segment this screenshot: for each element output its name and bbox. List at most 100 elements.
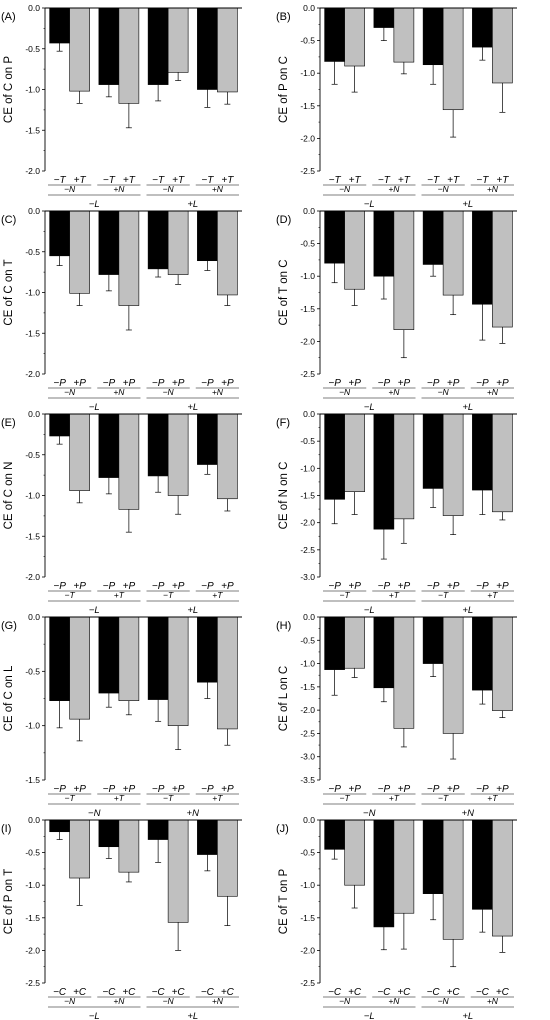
bar	[393, 413, 415, 520]
panel-label: (I)	[1, 823, 11, 835]
group-label: +N	[487, 387, 499, 397]
x-tick-label: −P	[328, 784, 341, 795]
bar	[373, 210, 395, 277]
x-tick-label: +P	[447, 378, 460, 389]
y-tick-label: 0.0	[28, 815, 40, 825]
group-label: +T	[389, 793, 400, 803]
bar	[344, 616, 365, 669]
bar	[492, 616, 513, 711]
bar	[147, 413, 169, 477]
x-tick-label: −P	[328, 581, 341, 592]
bar	[69, 819, 90, 879]
y-tick-label: -1.5	[25, 531, 40, 541]
group-label: −L	[89, 1011, 100, 1020]
bar	[217, 210, 238, 296]
panel-label: (E)	[1, 417, 16, 429]
bar	[167, 819, 189, 923]
bar	[422, 616, 444, 664]
bar	[147, 210, 169, 270]
x-tick-label: −P	[476, 784, 489, 795]
x-tick-label: +P	[73, 378, 86, 389]
bar	[147, 7, 169, 85]
x-tick-label: +C	[496, 987, 510, 998]
group-label: +L	[187, 605, 198, 616]
bar	[442, 819, 464, 940]
panel-label: (D)	[276, 214, 291, 226]
y-tick-label: -1.0	[300, 68, 315, 78]
x-tick-label: −P	[152, 378, 165, 389]
group-label: −N	[163, 184, 175, 194]
bar	[344, 413, 365, 492]
y-tick-label: -1.5	[300, 101, 315, 111]
bar	[118, 616, 140, 701]
bar	[69, 210, 90, 294]
bar	[98, 210, 120, 275]
x-tick-label: +T	[447, 175, 460, 186]
x-tick-label: −P	[103, 378, 116, 389]
group-label: −L	[89, 199, 100, 210]
x-tick-label: −P	[427, 378, 440, 389]
panel-j: (J)CE of T on P−C +C−N−C +C+N−C +C−N−C +C+N−…	[276, 815, 517, 1020]
bar	[492, 210, 513, 328]
x-tick-label: +T	[349, 175, 362, 186]
y-tick-label: -1.0	[300, 880, 315, 890]
bar	[197, 819, 218, 855]
panel-label: (A)	[1, 11, 16, 23]
group-label: +L	[187, 1011, 198, 1020]
group-label: −N	[438, 387, 450, 397]
y-tick-label: -0.5	[25, 450, 40, 460]
x-tick-label: +P	[73, 784, 86, 795]
bar	[422, 413, 444, 489]
panel-label: (H)	[276, 620, 291, 632]
y-tick-label: -2.0	[300, 945, 315, 955]
x-tick-label: −P	[476, 378, 489, 389]
bar	[492, 413, 513, 513]
panel-d: (D)CE of T on C−P +P−N−P +P+N−P +P−N−P +P+N−…	[276, 206, 517, 413]
group-label: +N	[462, 808, 475, 819]
y-axis-title: CE of C on P	[3, 56, 15, 123]
bar	[324, 7, 345, 62]
y-tick-label: -0.5	[25, 44, 40, 54]
bar	[167, 210, 189, 275]
x-tick-label: −P	[427, 784, 440, 795]
x-tick-label: −P	[53, 581, 66, 592]
group-label: +N	[487, 184, 499, 194]
bar	[197, 616, 218, 683]
y-tick-label: -2.5	[300, 728, 315, 738]
bar	[344, 210, 365, 290]
group-label: −T	[65, 590, 76, 600]
group-label: −T	[438, 793, 449, 803]
group-label: −N	[163, 387, 175, 397]
group-label: +N	[212, 387, 224, 397]
y-tick-label: -2.0	[300, 133, 315, 143]
bar	[472, 616, 493, 691]
panel-c: (C)CE of C on T−P +P−N−P +P+N−P +P−N−P +P+N−…	[1, 206, 242, 413]
x-tick-label: −P	[103, 581, 116, 592]
x-tick-label: +C	[221, 987, 235, 998]
group-label: +T	[487, 590, 498, 600]
x-tick-label: +C	[447, 987, 461, 998]
y-tick-label: -1.0	[300, 659, 315, 669]
bar	[422, 819, 444, 894]
bar	[98, 7, 120, 85]
group-label: +N	[113, 184, 125, 194]
group-label: −T	[438, 590, 449, 600]
x-tick-label: −P	[378, 378, 391, 389]
x-tick-label: −T	[427, 175, 440, 186]
x-tick-label: +P	[73, 581, 86, 592]
bar	[472, 210, 493, 305]
x-tick-label: −T	[103, 175, 116, 186]
x-tick-label: +P	[496, 784, 509, 795]
bar	[118, 819, 140, 873]
x-tick-label: −C	[53, 987, 67, 998]
y-tick-label: 0.0	[303, 409, 315, 419]
bar	[49, 7, 70, 44]
bar	[49, 210, 70, 257]
bar	[197, 210, 218, 262]
y-tick-label: 0.0	[303, 3, 315, 13]
y-tick-label: -2.0	[300, 518, 315, 528]
y-tick-label: -1.5	[25, 125, 40, 135]
x-tick-label: +T	[398, 175, 411, 186]
y-tick-label: -0.5	[25, 247, 40, 257]
